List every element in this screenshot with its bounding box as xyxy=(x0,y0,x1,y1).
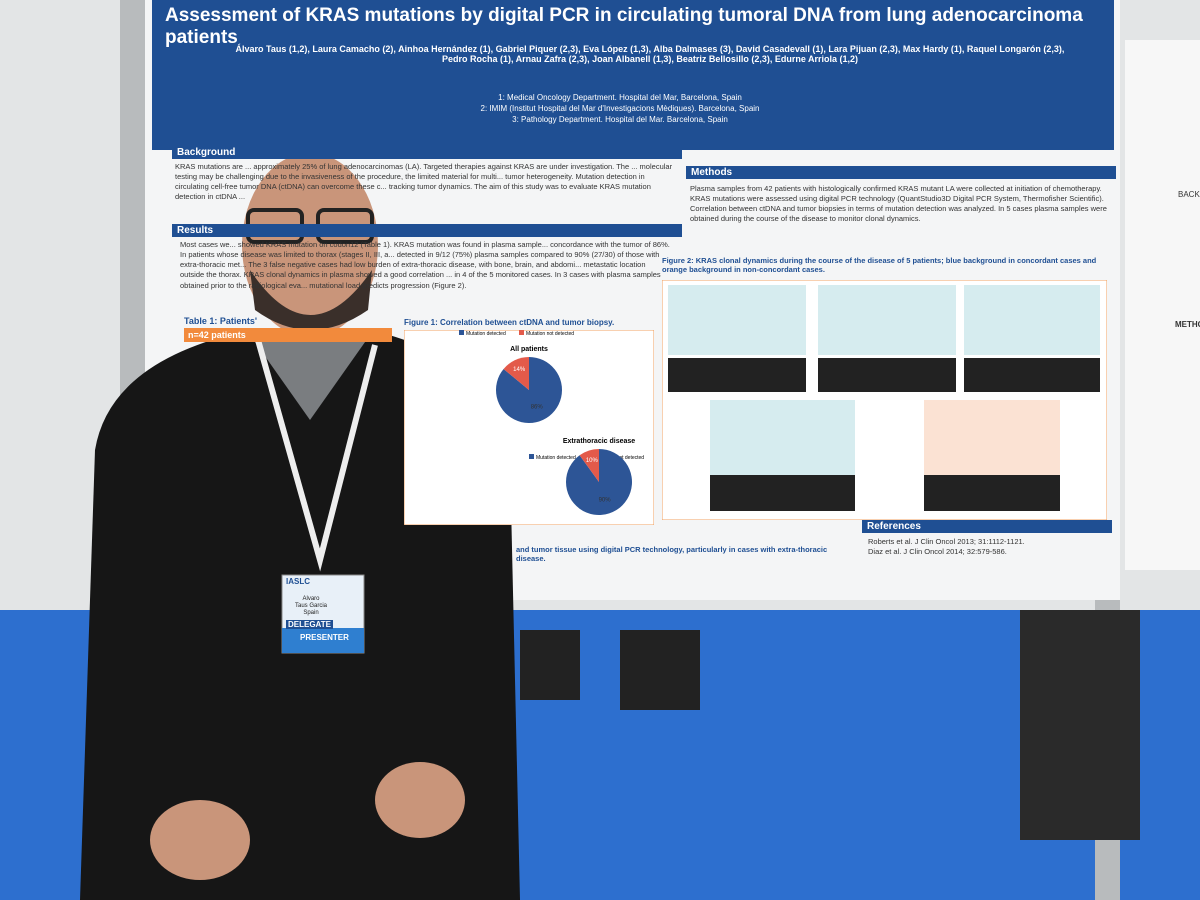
panel xyxy=(710,400,855,475)
badge-role: PRESENTER xyxy=(300,633,349,642)
section-heading: References xyxy=(862,520,1112,533)
poster-header xyxy=(152,0,1114,150)
pie-label: 86% xyxy=(531,404,544,410)
figure-2 xyxy=(662,280,1107,520)
legend-swatch xyxy=(529,454,534,459)
figure-caption: Figure 2: KRAS clonal dynamics during th… xyxy=(662,256,1097,274)
pie-title: Extrathoracic disease xyxy=(563,438,635,445)
author-line: Pedro Rocha (1), Arnau Zafra (2,3), Joan… xyxy=(441,54,859,64)
pie-slice xyxy=(503,357,529,390)
section-heading: Background xyxy=(172,146,682,159)
badge-name: Alvaro Taus Garcia Spain xyxy=(286,596,336,618)
pie-label: 14% xyxy=(513,367,526,373)
ct-scans xyxy=(710,475,855,511)
affiliations: 1: Medical Oncology Department. Hospital… xyxy=(420,92,820,126)
panel xyxy=(964,285,1100,355)
poster-title: Assessment of KRAS mutations by digital … xyxy=(165,5,1083,48)
lanyard xyxy=(255,339,378,572)
country: Spain xyxy=(303,610,319,617)
affiliation: 2: IMIM (Institut Hospital del Mar d'Inv… xyxy=(480,104,760,114)
badge-org: IASLC xyxy=(286,577,310,586)
ct-scans xyxy=(924,475,1060,511)
ct-scans xyxy=(668,358,806,392)
table-caption: Table 1: Patients' xyxy=(184,316,257,326)
head xyxy=(242,153,378,337)
author-line: Álvaro Taus (1,2), Laura Camacho (2), Ai… xyxy=(235,44,1065,54)
panel xyxy=(924,400,1060,475)
side-heading: METHO xyxy=(1175,320,1200,329)
person xyxy=(1020,610,1140,840)
pie-slice xyxy=(579,449,599,482)
legend-swatch xyxy=(519,330,524,335)
beard xyxy=(250,270,372,330)
affiliation: 1: Medical Oncology Department. Hospital… xyxy=(498,93,742,102)
legend-swatch xyxy=(459,330,464,335)
section-text: Plasma samples from 42 patients with his… xyxy=(690,184,1107,224)
side-poster xyxy=(1125,40,1200,570)
pie-title: All patients xyxy=(510,346,548,353)
side-heading: BACK xyxy=(1178,190,1200,199)
collar xyxy=(250,335,370,420)
legend-label: Mutation not detected xyxy=(526,331,574,337)
legend-label: Mutation detected xyxy=(536,455,576,461)
ct-scans xyxy=(818,358,956,392)
hand xyxy=(375,762,465,838)
reference: Diaz et al. J Clin Oncol 2014; 32:579-58… xyxy=(868,547,1007,557)
legs xyxy=(620,630,700,710)
pie-label: 90% xyxy=(599,497,612,503)
section-heading: Results xyxy=(172,224,682,237)
first-name: Alvaro xyxy=(302,596,320,602)
last-name: Taus Garcia xyxy=(294,603,327,610)
table-cell: n=42 patients xyxy=(184,328,392,342)
figure-caption: Figure 1: Correlation between ctDNA and … xyxy=(404,318,615,327)
conclusion: and tumor tissue using digital PCR techn… xyxy=(516,545,828,563)
ct-scans xyxy=(964,358,1100,392)
section-text: Most cases we... showed KRAS mutation on… xyxy=(180,240,670,290)
hand xyxy=(150,800,250,880)
section-heading: Methods xyxy=(686,166,1116,179)
panel xyxy=(818,285,956,355)
badge-band xyxy=(282,628,364,653)
section-text: KRAS mutations are ... approximately 25%… xyxy=(175,162,673,202)
legs xyxy=(520,630,580,700)
authors: Álvaro Taus (1,2), Laura Camacho (2), Ai… xyxy=(200,44,1100,64)
legend-label: Mutation detected xyxy=(466,331,506,337)
pie-label: 10% xyxy=(586,458,599,464)
affiliation: 3: Pathology Department. Hospital del Ma… xyxy=(512,115,728,125)
badge-role: DELEGATE xyxy=(286,620,333,629)
figure-1: All patients Mutation detected Mutation no… xyxy=(404,330,654,525)
panel xyxy=(668,285,806,355)
reference: Roberts et al. J Clin Oncol 2013; 31:111… xyxy=(868,537,1025,546)
references: Roberts et al. J Clin Oncol 2013; 31:111… xyxy=(868,537,1098,557)
